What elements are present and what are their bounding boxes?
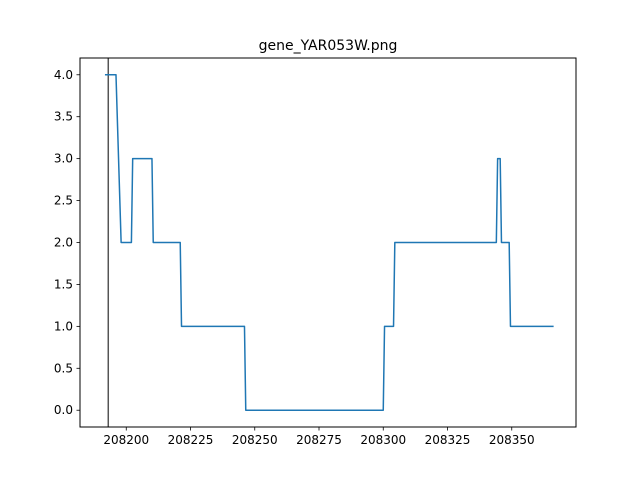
y-tick-label: 0.5 bbox=[54, 361, 73, 375]
y-tick-label: 3.0 bbox=[54, 152, 73, 166]
plot-frame bbox=[79, 57, 577, 428]
chart-title: gene_YAR053W.png bbox=[259, 38, 398, 54]
plot-area bbox=[104, 58, 554, 427]
axis-ticks: 208200 208225 208250 208275 208300 208325 2083… bbox=[54, 68, 535, 447]
y-tick-label: 1.0 bbox=[54, 319, 73, 333]
y-tick-label: 4.0 bbox=[54, 68, 73, 82]
y-tick-label: 2.5 bbox=[54, 194, 73, 208]
x-tick-label: 208350 bbox=[489, 433, 535, 447]
y-tick-label: 3.5 bbox=[54, 110, 73, 124]
x-tick-label: 208275 bbox=[296, 433, 342, 447]
x-tick-label: 208250 bbox=[232, 433, 278, 447]
y-tick-label: 0.0 bbox=[54, 403, 73, 417]
series-line bbox=[104, 74, 554, 411]
x-tick-label: 208200 bbox=[103, 433, 149, 447]
y-tick-label: 2.0 bbox=[54, 236, 73, 250]
y-tick-label: 1.5 bbox=[54, 277, 73, 291]
x-tick-label: 208325 bbox=[425, 433, 471, 447]
x-tick-label: 208225 bbox=[168, 433, 214, 447]
x-tick-label: 208300 bbox=[360, 433, 406, 447]
